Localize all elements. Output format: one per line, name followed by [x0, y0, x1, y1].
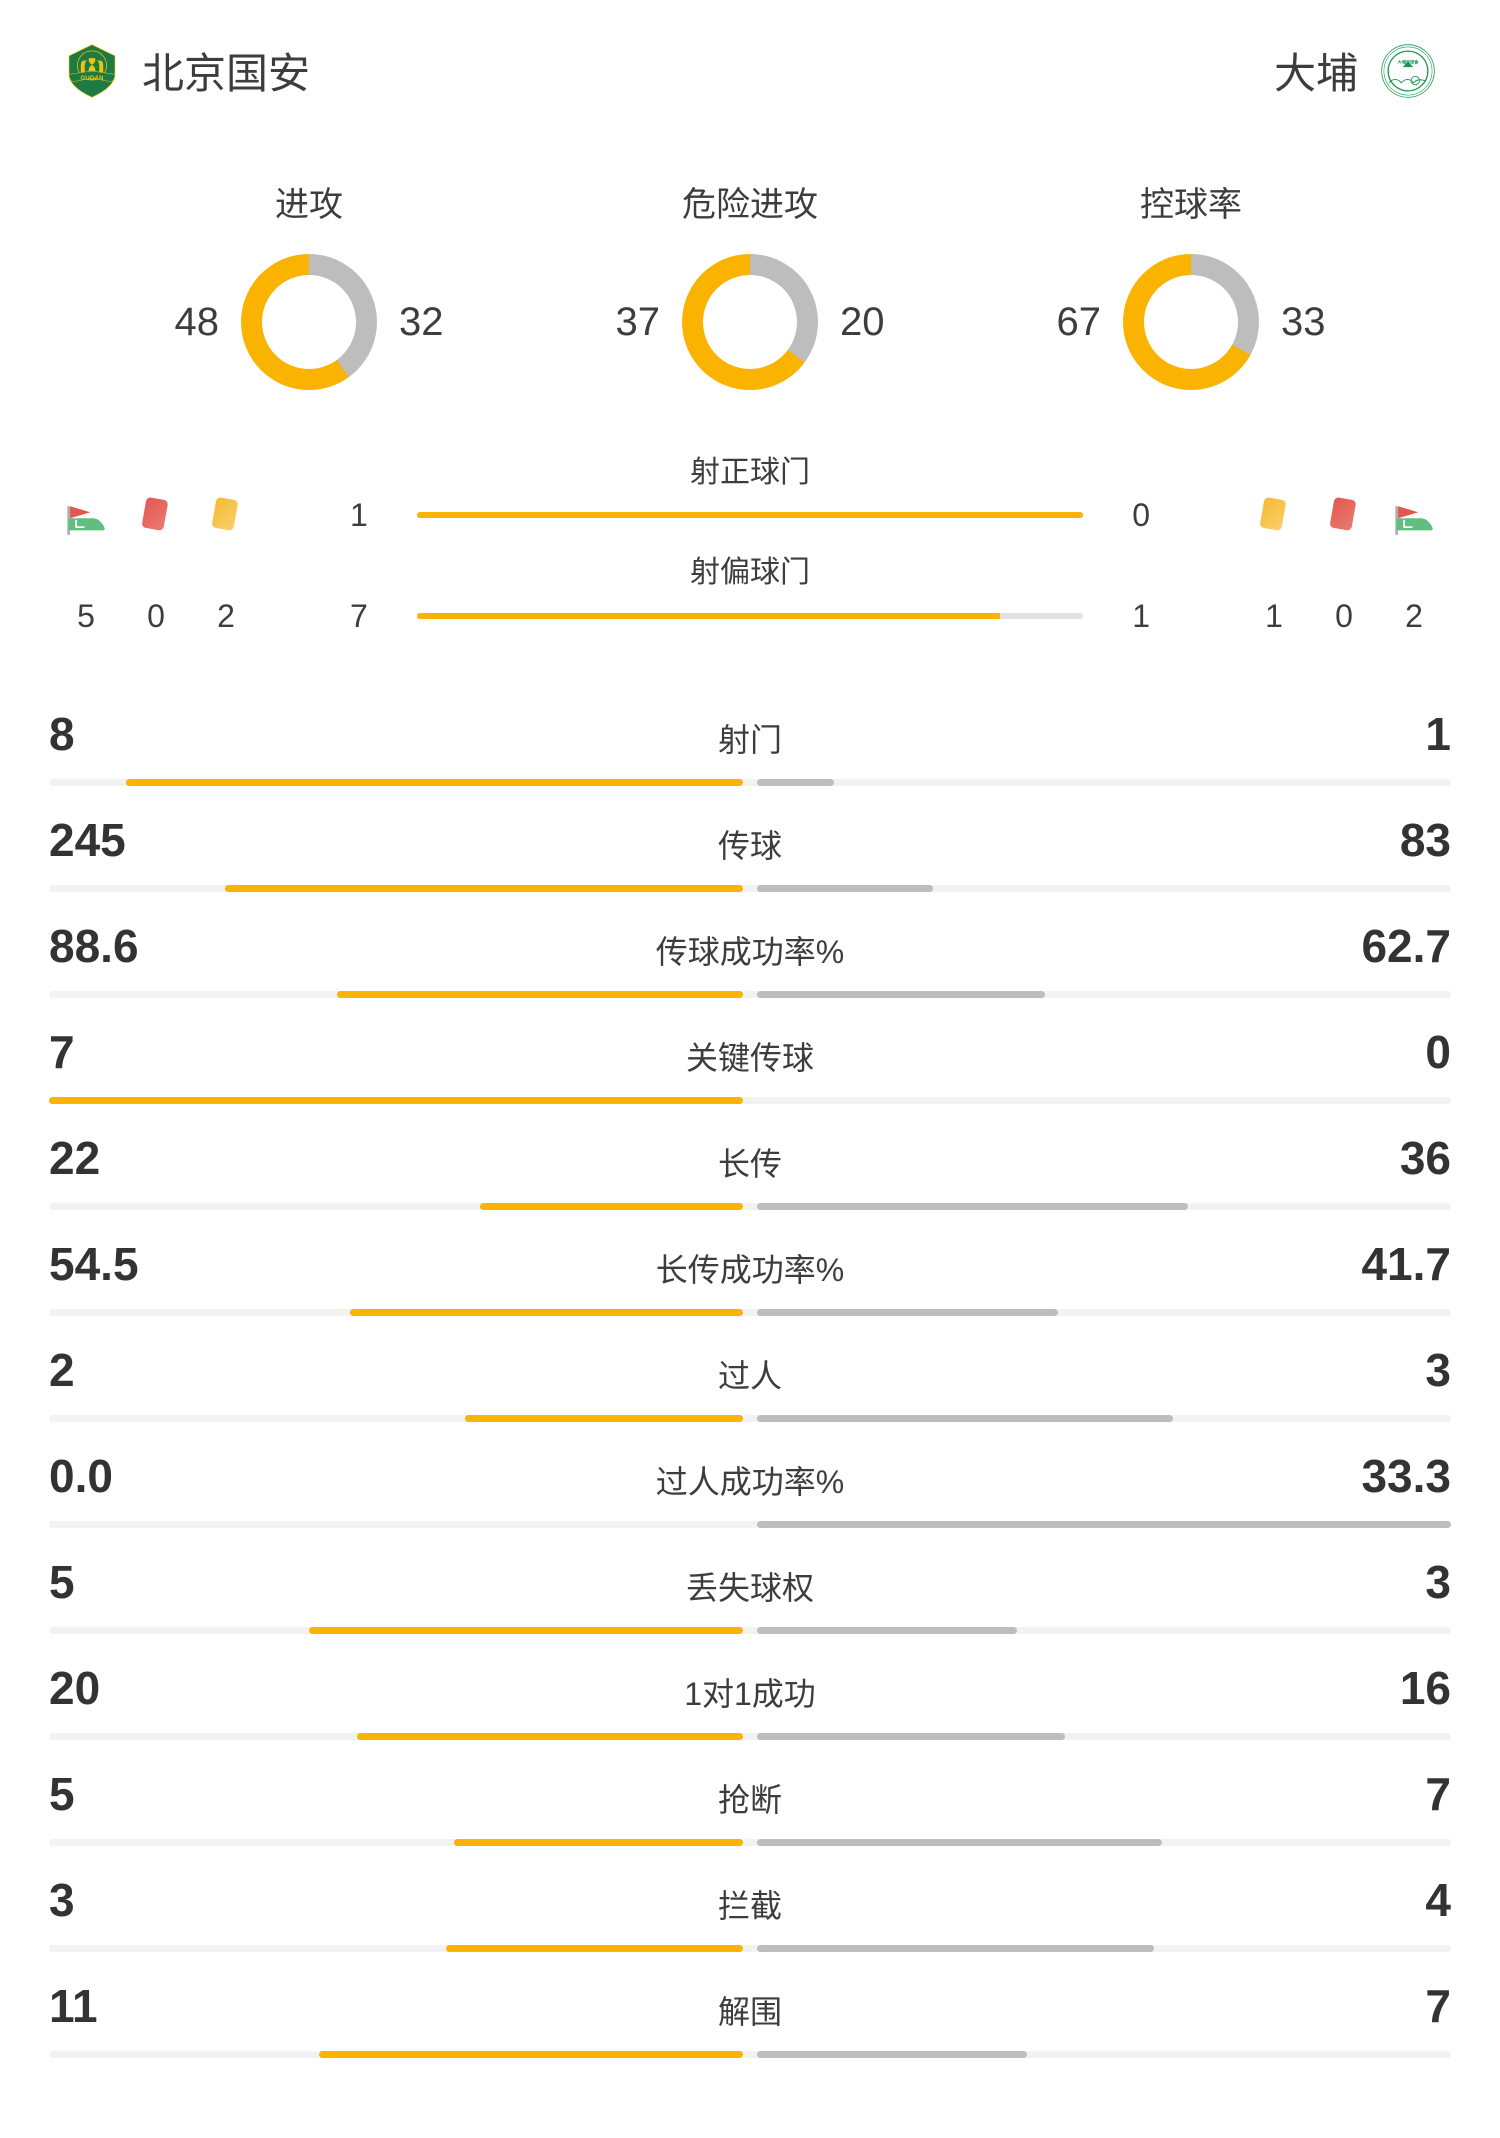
svg-text:GUOAN: GUOAN	[81, 74, 104, 81]
